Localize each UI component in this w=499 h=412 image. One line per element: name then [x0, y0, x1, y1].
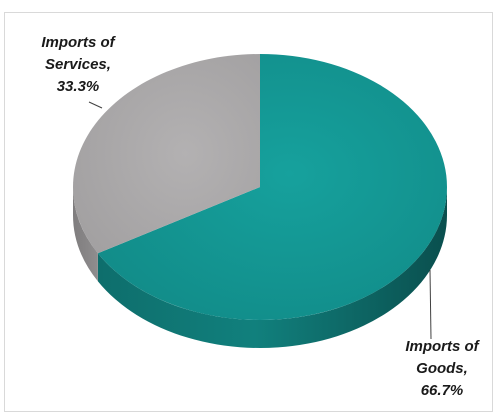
- pie-slice-imports-of-goods: [97, 54, 447, 320]
- label-imports-of-services: Imports of Services, 33.3%: [41, 34, 115, 95]
- leader-line-goods: [429, 269, 432, 340]
- pie-side-imports-of-services: [73, 187, 98, 282]
- leader-line-services: [88, 101, 103, 109]
- pie-side-imports-of-goods: [97, 187, 447, 348]
- label-imports-of-goods: Imports of Goods, 66.7%: [405, 338, 479, 399]
- pie-slice-imports-of-services: [72, 54, 260, 254]
